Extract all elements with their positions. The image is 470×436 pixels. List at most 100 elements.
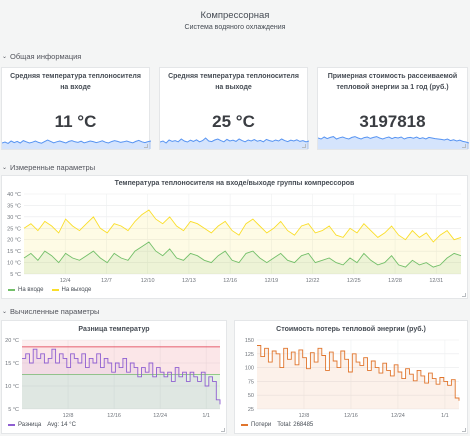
x-tick-label: 12/28 bbox=[388, 278, 402, 284]
cost-line-chart: 150 125 100 75 50 25 12/8 12/16 12/24 1/1 bbox=[245, 338, 460, 419]
x-tick-label: 12/31 bbox=[429, 278, 443, 284]
legend-avg: Avg: 14 °C bbox=[47, 422, 76, 428]
x-tick-label: 1/1 bbox=[441, 413, 449, 419]
sparkline-area bbox=[2, 140, 151, 149]
panel-title: Стоимость потерь тепловой энергии (руб.) bbox=[276, 326, 426, 333]
resize-handle-icon[interactable] bbox=[462, 144, 466, 148]
chevron-down-icon: ⌄ bbox=[2, 54, 8, 60]
chevron-down-icon: ⌄ bbox=[2, 309, 8, 315]
legend-item-difference[interactable]: Разница Avg: 14 °C bbox=[8, 422, 76, 428]
legend-item-losses[interactable]: Потери Total: 268485 bbox=[241, 422, 313, 428]
panel-heat-loss-cost[interactable]: Стоимость потерь тепловой энергии (руб.)… bbox=[234, 320, 468, 434]
panel-temperature-chart[interactable]: Температура теплоносителя на входе/выход… bbox=[1, 175, 468, 299]
threshold-band-high bbox=[22, 340, 220, 347]
x-tick-label: 12/16 bbox=[344, 413, 358, 419]
x-tick-label: 12/4 bbox=[60, 278, 71, 284]
x-tick-label: 1/1 bbox=[202, 413, 210, 419]
legend-total: Total: 268485 bbox=[277, 422, 314, 428]
sparkline bbox=[2, 139, 151, 149]
y-tick-label: 20 °C bbox=[7, 238, 21, 244]
y-tick-label: 5 °C bbox=[8, 407, 19, 413]
y-tick-label: 10 °C bbox=[5, 384, 19, 390]
threshold-band-mid bbox=[22, 346, 220, 375]
panel-title: Примерная стоимость рассеиваемой теплово… bbox=[327, 73, 458, 91]
threshold-band-low bbox=[22, 374, 220, 409]
chevron-down-icon: ⌄ bbox=[2, 165, 8, 171]
row-header-label: Вычисленные параметры bbox=[10, 307, 100, 316]
legend-label: На выходе bbox=[61, 287, 92, 293]
dashboard-header: Компрессорная Система водяного охлаждени… bbox=[0, 0, 470, 46]
stat-value: 3197818 bbox=[359, 112, 426, 131]
row-header-label: Общая информация bbox=[10, 52, 82, 61]
chart-legend: Разница Avg: 14 °C bbox=[8, 422, 76, 428]
legend-swatch bbox=[51, 289, 59, 291]
x-tick-label: 12/8 bbox=[63, 413, 74, 419]
sparkline bbox=[160, 137, 309, 149]
series-area bbox=[22, 349, 220, 409]
x-tick-label: 12/7 bbox=[101, 278, 112, 284]
x-tick-label: 12/10 bbox=[141, 278, 155, 284]
y-tick-label: 40 °C bbox=[7, 192, 21, 198]
legend-swatch bbox=[241, 424, 248, 426]
x-tick-label: 12/22 bbox=[306, 278, 320, 284]
legend-swatch bbox=[8, 289, 15, 291]
resize-handle-icon[interactable] bbox=[462, 293, 466, 297]
y-tick-label: 125 bbox=[245, 352, 254, 358]
stat-value: 11 °C bbox=[54, 112, 97, 131]
x-tick-label: 12/8 bbox=[299, 413, 310, 419]
y-tick-label: 50 bbox=[248, 393, 254, 399]
y-tick-label: 25 °C bbox=[7, 226, 21, 232]
legend-item-outlet[interactable]: На выходе bbox=[51, 287, 92, 293]
resize-handle-icon[interactable] bbox=[302, 144, 306, 148]
legend-label: На входе bbox=[18, 287, 44, 293]
resize-handle-icon[interactable] bbox=[462, 428, 466, 432]
row-header-general[interactable]: ⌄ Общая информация bbox=[2, 52, 81, 61]
y-tick-label: 20 °C bbox=[5, 338, 19, 344]
sparkline-line bbox=[160, 137, 309, 144]
y-tick-label: 15 °C bbox=[7, 249, 21, 255]
y-tick-label: 100 bbox=[245, 366, 254, 372]
dashboard-subtitle: Система водяного охлаждения bbox=[184, 24, 286, 31]
row-header-label: Измеренные параметры bbox=[10, 163, 96, 172]
stat-panel-inlet-temp[interactable]: Средняя температура теплоносителя на вхо… bbox=[1, 67, 151, 150]
legend-swatch bbox=[8, 424, 15, 426]
y-tick-label: 150 bbox=[245, 338, 254, 344]
legend-item-inlet[interactable]: На входе bbox=[8, 287, 44, 293]
panel-title: Температура теплоносителя на входе/выход… bbox=[114, 180, 355, 187]
sparkline-line bbox=[318, 136, 469, 144]
panel-temperature-difference[interactable]: Разница температур 20 °C 15 °C 10 °C 5 °C 12… bbox=[1, 320, 227, 434]
x-tick-label: 12/25 bbox=[347, 278, 361, 284]
stat-value: 25 °C bbox=[212, 112, 255, 131]
stat-panel-outlet-temp[interactable]: Средняя температура теплоносителя на вых… bbox=[159, 67, 309, 150]
y-tick-label: 15 °C bbox=[5, 361, 19, 367]
row-header-calculated[interactable]: ⌄ Вычисленные параметры bbox=[2, 307, 99, 316]
series-line bbox=[22, 348, 221, 405]
y-tick-label: 25 bbox=[248, 407, 254, 413]
sparkline-line bbox=[2, 139, 151, 144]
chart-legend: Потери Total: 268485 bbox=[241, 422, 313, 428]
y-tick-label: 35 °C bbox=[7, 203, 21, 209]
series-line bbox=[23, 209, 462, 243]
series-area bbox=[24, 210, 461, 274]
legend-label: Потери bbox=[251, 422, 272, 428]
x-tick-label: 12/16 bbox=[107, 413, 121, 419]
x-tick-label: 12/24 bbox=[391, 413, 405, 419]
legend-label: Разница bbox=[18, 422, 42, 428]
row-header-measured[interactable]: ⌄ Измеренные параметры bbox=[2, 163, 95, 172]
series-area bbox=[257, 345, 459, 409]
y-tick-label: 75 bbox=[248, 379, 254, 385]
difference-line-chart: 20 °C 15 °C 10 °C 5 °C 12/8 12/16 12/24 1/1 bbox=[5, 338, 221, 419]
series-line bbox=[257, 345, 460, 401]
y-tick-label: 10 °C bbox=[7, 261, 21, 267]
chart-legend: На входе На выходе bbox=[8, 287, 91, 293]
resize-handle-icon[interactable] bbox=[221, 428, 225, 432]
x-tick-label: 12/19 bbox=[264, 278, 278, 284]
x-tick-label: 12/13 bbox=[182, 278, 196, 284]
x-tick-label: 12/16 bbox=[223, 278, 237, 284]
dashboard-title: Компрессорная bbox=[200, 10, 270, 21]
y-tick-label: 30 °C bbox=[7, 215, 21, 221]
series-line bbox=[23, 241, 462, 268]
stat-panel-annual-cost[interactable]: Примерная стоимость рассеиваемой теплово… bbox=[317, 67, 469, 150]
panel-title: Средняя температура теплоносителя на вхо… bbox=[10, 73, 141, 91]
resize-handle-icon[interactable] bbox=[144, 144, 148, 148]
